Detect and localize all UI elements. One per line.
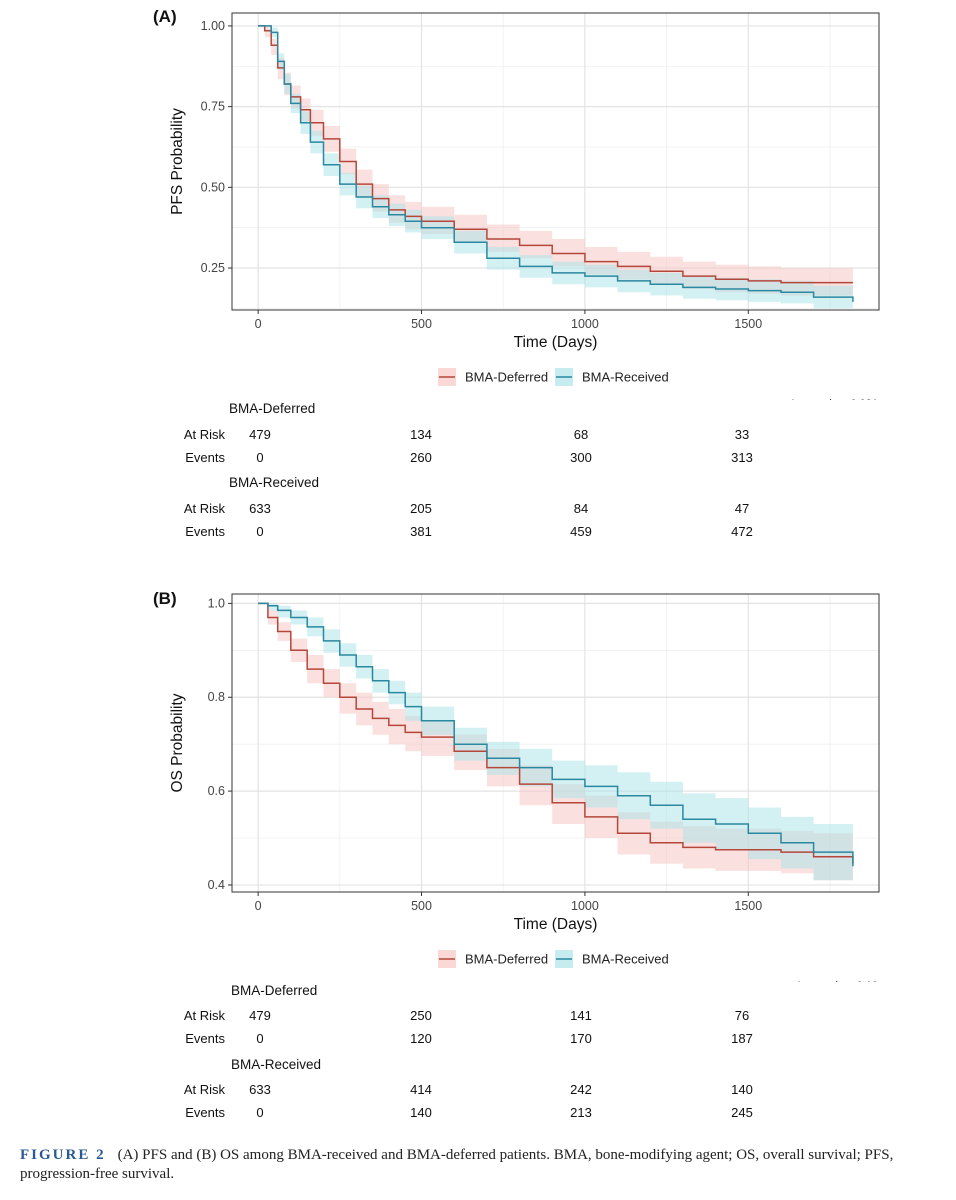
x-tick-label: 1000 xyxy=(571,899,599,913)
events-value: 0 xyxy=(256,1031,264,1046)
events-value: 313 xyxy=(731,450,753,465)
y-tick-label: 0.25 xyxy=(201,261,225,275)
y-tick-label: 1.0 xyxy=(208,596,225,610)
x-tick-label: 1000 xyxy=(571,317,599,331)
events-value: 0 xyxy=(256,1105,264,1120)
legend-label: BMA-Deferred xyxy=(465,370,548,385)
events-label: Events xyxy=(185,1031,225,1046)
at-risk-value: 33 xyxy=(734,427,750,442)
at-risk-value: 479 xyxy=(249,427,271,442)
log-rank-annotation: Log-rank p=0.10 xyxy=(798,980,878,982)
panel-label: (B) xyxy=(153,589,177,608)
events-value: 213 xyxy=(570,1105,592,1120)
events-label: Events xyxy=(185,1105,225,1120)
at-risk-value: 479 xyxy=(249,1008,271,1023)
pfs-risk-table: BMA-Deferred At Risk 479 134 68 33 Event… xyxy=(0,398,956,548)
legend-label: BMA-Received xyxy=(582,370,669,385)
os-risk-table: BMA-Deferred At Risk 479 250 141 76 Even… xyxy=(0,980,956,1130)
at-risk-value: 141 xyxy=(570,1008,592,1023)
events-value: 245 xyxy=(731,1105,753,1120)
risk-group-title: BMA-Received xyxy=(231,1057,322,1072)
at-risk-label: At Risk xyxy=(183,1082,225,1097)
y-axis-label: PFS Probability xyxy=(169,108,186,215)
at-risk-value: 633 xyxy=(249,501,271,516)
legend-label: BMA-Deferred xyxy=(465,952,548,967)
caption-text: (A) PFS and (B) OS among BMA-received an… xyxy=(20,1147,894,1182)
x-tick-label: 0 xyxy=(255,317,262,331)
x-tick-label: 0 xyxy=(255,899,262,913)
events-value: 170 xyxy=(570,1031,592,1046)
pfs-chart: 0 500 1000 1500 0.25 0.50 0.75 1.00 Time (Days) P… xyxy=(153,7,880,400)
at-risk-value: 633 xyxy=(249,1082,271,1097)
events-value: 140 xyxy=(410,1105,432,1120)
at-risk-value: 134 xyxy=(410,427,432,442)
ci-band-bma-received xyxy=(258,603,853,888)
at-risk-value: 68 xyxy=(573,427,589,442)
figure-caption: FIGURE 2 (A) PFS and (B) OS among BMA-rec… xyxy=(20,1146,945,1184)
plot-border xyxy=(231,593,880,893)
events-value: 0 xyxy=(256,450,264,465)
at-risk-value: 84 xyxy=(573,501,589,516)
at-risk-label: At Risk xyxy=(183,1008,225,1023)
y-tick-label: 0.8 xyxy=(208,690,225,704)
at-risk-value: 242 xyxy=(570,1082,592,1097)
at-risk-value: 47 xyxy=(734,501,750,516)
x-axis-label: Time (Days) xyxy=(514,916,598,933)
events-value: 260 xyxy=(410,450,432,465)
at-risk-value: 140 xyxy=(731,1082,753,1097)
x-tick-label: 500 xyxy=(411,899,432,913)
events-label: Events xyxy=(185,450,225,465)
y-tick-label: 1.00 xyxy=(201,19,225,33)
events-value: 472 xyxy=(731,524,753,539)
risk-group-title: BMA-Deferred xyxy=(229,401,316,416)
plot-border xyxy=(231,12,880,311)
at-risk-value: 250 xyxy=(410,1008,432,1023)
log-rank-annotation: Log-rank p=0.081 xyxy=(791,398,878,400)
y-tick-label: 0.75 xyxy=(201,100,225,114)
at-risk-value: 414 xyxy=(410,1082,432,1097)
at-risk-label: At Risk xyxy=(183,501,225,516)
y-tick-label: 0.6 xyxy=(208,784,225,798)
x-tick-label: 1500 xyxy=(734,317,762,331)
risk-group-title: BMA-Received xyxy=(229,475,320,490)
x-tick-label: 1500 xyxy=(734,899,762,913)
events-value: 381 xyxy=(410,524,432,539)
y-axis-label: OS Probability xyxy=(169,693,186,792)
events-value: 120 xyxy=(410,1031,432,1046)
os-chart: 0 500 1000 1500 0.4 0.6 0.8 1.0 Time (Days) OS Pr… xyxy=(153,589,880,982)
panel-label: (A) xyxy=(153,7,177,26)
events-value: 0 xyxy=(256,524,264,539)
y-tick-label: 0.4 xyxy=(208,878,225,892)
x-tick-label: 500 xyxy=(411,317,432,331)
events-value: 459 xyxy=(570,524,592,539)
x-axis-label: Time (Days) xyxy=(514,334,598,351)
figure-label: FIGURE 2 xyxy=(20,1147,106,1163)
survival-curve-bma-received xyxy=(258,25,854,302)
events-label: Events xyxy=(185,524,225,539)
at-risk-label: At Risk xyxy=(183,427,225,442)
events-value: 300 xyxy=(570,450,592,465)
risk-group-title: BMA-Deferred xyxy=(231,983,318,998)
y-tick-label: 0.50 xyxy=(201,180,225,194)
at-risk-value: 205 xyxy=(410,501,432,516)
events-value: 187 xyxy=(731,1031,753,1046)
survival-curve-bma-received xyxy=(258,602,854,867)
legend-label: BMA-Received xyxy=(582,952,669,967)
at-risk-value: 76 xyxy=(734,1008,750,1023)
